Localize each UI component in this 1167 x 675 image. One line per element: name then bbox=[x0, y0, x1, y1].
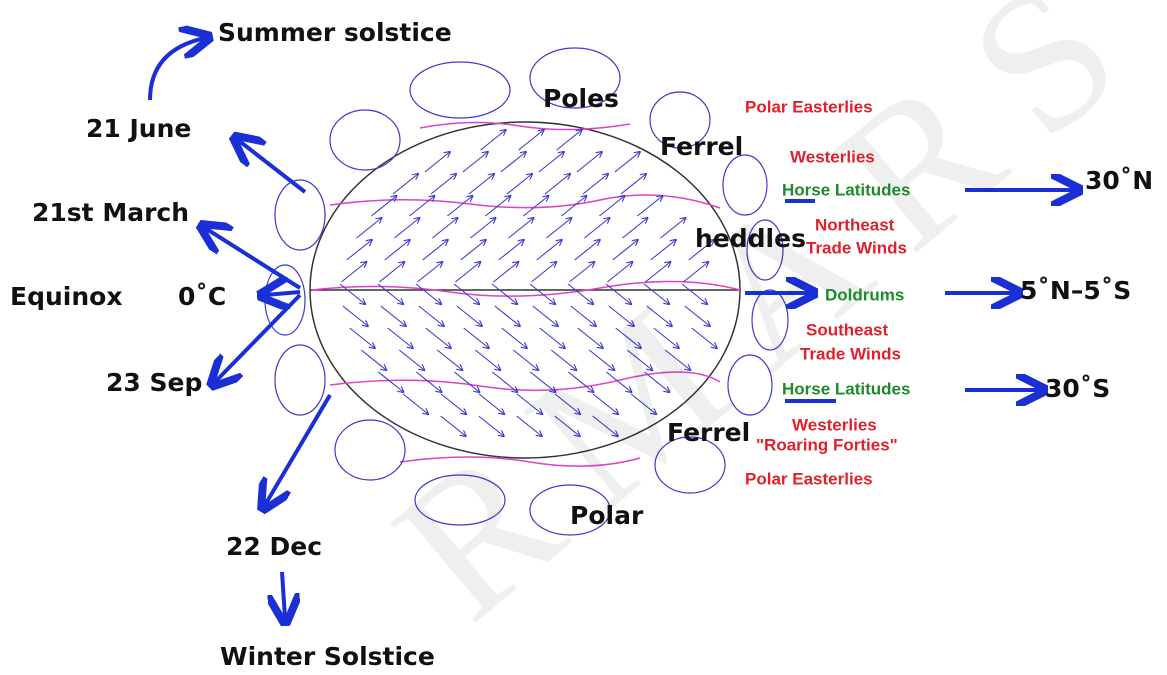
wind-stroke bbox=[347, 240, 372, 260]
wind-stroke bbox=[545, 174, 570, 194]
wind-stroke bbox=[399, 350, 424, 370]
wind-stroke bbox=[519, 130, 544, 150]
label: 5˚N–5˚S bbox=[1020, 276, 1131, 305]
wind-stroke bbox=[495, 306, 520, 326]
wind-stroke bbox=[454, 284, 479, 304]
wind-stroke bbox=[637, 196, 662, 216]
label: 22 Dec bbox=[226, 532, 322, 561]
wind-stroke bbox=[379, 262, 404, 282]
wind-stroke bbox=[481, 130, 506, 150]
wind-stroke bbox=[403, 394, 428, 414]
wind-stroke bbox=[569, 262, 594, 282]
label: Summer solstice bbox=[218, 18, 452, 47]
wind-stroke bbox=[583, 174, 608, 194]
wind-stroke bbox=[388, 328, 413, 348]
wind-label: Polar Easterlies bbox=[745, 97, 873, 116]
wind-stroke bbox=[502, 328, 527, 348]
wind-stroke bbox=[417, 262, 442, 282]
wind-stroke bbox=[457, 306, 482, 326]
wind-stroke bbox=[381, 306, 406, 326]
wind-label: Westerlies bbox=[790, 147, 875, 166]
wind-stroke bbox=[469, 174, 494, 194]
wind-stroke bbox=[508, 218, 533, 238]
wind-label: Northeast bbox=[815, 215, 895, 234]
wind-stroke bbox=[531, 262, 556, 282]
label: 23 Sep bbox=[106, 368, 202, 397]
wind-stroke bbox=[492, 284, 517, 304]
wind-stroke bbox=[455, 262, 480, 282]
wind-stroke bbox=[419, 306, 444, 326]
wind-label: Polar Easterlies bbox=[745, 469, 873, 488]
wind-stroke bbox=[385, 240, 410, 260]
wind-stroke bbox=[426, 328, 451, 348]
wind-stroke bbox=[577, 152, 602, 172]
wind-stroke bbox=[463, 152, 488, 172]
wind-stroke bbox=[557, 130, 582, 150]
wind-stroke bbox=[475, 350, 500, 370]
label: 30˚S bbox=[1045, 374, 1110, 403]
wind-label: "Roaring Forties" bbox=[756, 435, 898, 454]
wind-stroke bbox=[437, 350, 462, 370]
label: Ferrel bbox=[660, 132, 743, 161]
wind-stroke bbox=[454, 372, 479, 392]
label: 0˚C bbox=[178, 282, 226, 311]
wind-label: Trade Winds bbox=[800, 344, 901, 363]
wind-stroke bbox=[350, 328, 375, 348]
wind-label: Horse Latitudes bbox=[782, 379, 910, 398]
wind-stroke bbox=[615, 152, 640, 172]
wind-stroke bbox=[447, 196, 472, 216]
label: Winter Solstice bbox=[220, 642, 435, 671]
wind-stroke bbox=[546, 218, 571, 238]
wind-stroke bbox=[394, 218, 419, 238]
wind-stroke bbox=[431, 174, 456, 194]
label: Poles bbox=[543, 84, 619, 113]
wind-label: Westerlies bbox=[792, 415, 877, 434]
wind-stroke bbox=[501, 152, 526, 172]
wind-label: Horse Latitudes bbox=[782, 180, 910, 199]
wind-stroke bbox=[584, 218, 609, 238]
wind-stroke bbox=[493, 262, 518, 282]
wind-label: Doldrums bbox=[825, 285, 904, 304]
wind-stroke bbox=[416, 284, 441, 304]
label: 21st March bbox=[32, 198, 189, 227]
wind-stroke bbox=[378, 372, 403, 392]
wind-stroke bbox=[499, 240, 524, 260]
wind-stroke bbox=[425, 152, 450, 172]
label: 21 June bbox=[86, 114, 191, 143]
label: Polar bbox=[570, 501, 644, 530]
wind-stroke bbox=[622, 218, 647, 238]
wind-stroke bbox=[343, 306, 368, 326]
label: Equinox bbox=[10, 282, 122, 311]
wind-stroke bbox=[423, 240, 448, 260]
wind-stroke bbox=[464, 328, 489, 348]
wind-stroke bbox=[409, 196, 434, 216]
wind-stroke bbox=[393, 174, 418, 194]
wind-stroke bbox=[533, 306, 558, 326]
wind-label: Southeast bbox=[806, 320, 889, 339]
label: heddles bbox=[695, 224, 806, 253]
wind-stroke bbox=[621, 174, 646, 194]
wind-stroke bbox=[461, 240, 486, 260]
label: Ferrel bbox=[667, 418, 750, 447]
wind-stroke bbox=[539, 152, 564, 172]
label: 30˚N bbox=[1085, 166, 1153, 195]
wind-stroke bbox=[361, 350, 386, 370]
wind-stroke bbox=[507, 174, 532, 194]
wind-label: Trade Winds bbox=[806, 238, 907, 257]
wind-stroke bbox=[432, 218, 457, 238]
wind-stroke bbox=[371, 196, 396, 216]
wind-stroke bbox=[613, 240, 638, 260]
wind-stroke bbox=[356, 218, 381, 238]
wind-stroke bbox=[470, 218, 495, 238]
wind-stroke bbox=[575, 240, 600, 260]
wind-stroke bbox=[537, 240, 562, 260]
wind-stroke bbox=[523, 196, 548, 216]
wind-stroke bbox=[341, 262, 366, 282]
diagram: RMARS Summer solstice 21 June 21st March… bbox=[0, 0, 1167, 675]
